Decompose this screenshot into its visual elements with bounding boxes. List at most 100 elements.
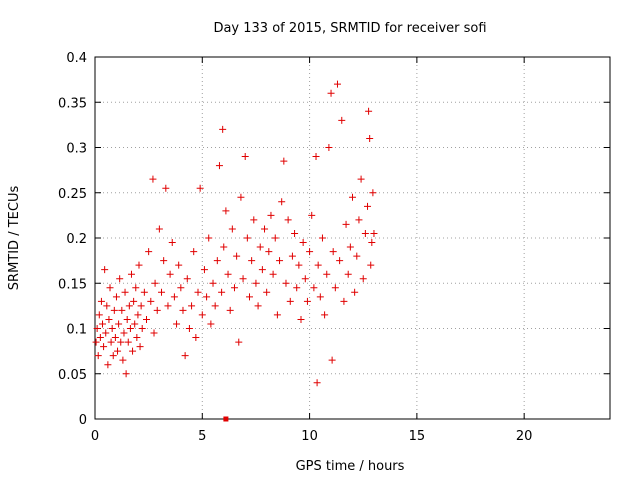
- data-point: [125, 302, 133, 310]
- data-point: [196, 184, 204, 192]
- data-point: [367, 261, 375, 269]
- data-point: [263, 288, 271, 296]
- data-point: [338, 116, 346, 124]
- data-point: [303, 297, 311, 305]
- data-point: [293, 284, 301, 292]
- data-point: [168, 239, 176, 247]
- data-point: [133, 334, 141, 342]
- data-point: [246, 293, 253, 301]
- y-tick-label: 0.2: [66, 232, 87, 247]
- data-point: [106, 284, 114, 292]
- data-point: [143, 315, 150, 323]
- data-point: [344, 270, 352, 278]
- axis-tick-labels: 0 0.05 0.1 0.15 0.2 0.25 0.3 0.35 0.4 0 5 10 15 20: [58, 51, 532, 444]
- data-point: [122, 370, 130, 378]
- data-point: [349, 193, 356, 201]
- data-point: [370, 229, 378, 237]
- data-point: [140, 288, 148, 296]
- data-point: [104, 361, 112, 369]
- data-point: [92, 338, 100, 346]
- data-point: [105, 315, 113, 323]
- data-point: [340, 297, 348, 305]
- data-points: [92, 80, 378, 422]
- data-point: [203, 293, 211, 301]
- data-point: [97, 297, 105, 305]
- y-tick-label: 0.35: [58, 96, 87, 111]
- data-point: [120, 329, 128, 337]
- x-axis-label: GPS time / hours: [296, 459, 405, 474]
- data-point: [351, 288, 359, 296]
- data-point: [215, 162, 223, 170]
- y-tick-label: 0.15: [58, 277, 87, 292]
- data-point: [96, 334, 104, 342]
- data-point: [126, 325, 134, 332]
- data-point: [112, 293, 120, 301]
- data-point: [222, 207, 230, 215]
- data-point: [310, 284, 318, 292]
- data-point: [119, 356, 127, 364]
- data-point: [108, 325, 116, 332]
- data-point: [136, 343, 144, 351]
- data-point: [190, 248, 198, 256]
- data-point: [353, 252, 361, 260]
- data-point: [149, 175, 157, 183]
- data-point: [132, 284, 140, 292]
- x-tick-label: 5: [198, 429, 206, 444]
- data-point: [250, 216, 258, 224]
- data-point: [241, 153, 249, 161]
- data-point: [135, 261, 143, 269]
- data-point: [269, 270, 277, 278]
- data-point: [118, 306, 126, 314]
- data-point: [218, 288, 226, 296]
- data-point: [160, 257, 168, 265]
- data-point: [102, 329, 110, 337]
- y-tick-label: 0.05: [58, 368, 87, 383]
- data-point: [162, 184, 170, 192]
- data-point: [312, 153, 320, 161]
- data-point: [237, 193, 245, 201]
- data-point: [200, 266, 208, 274]
- data-point: [361, 229, 369, 237]
- data-point: [267, 211, 275, 219]
- data-point: [99, 320, 107, 328]
- data-point: [346, 243, 354, 251]
- data-point: [328, 356, 336, 364]
- data-point: [321, 311, 329, 319]
- data-point: [173, 320, 181, 328]
- data-point: [313, 379, 321, 387]
- data-point: [107, 338, 115, 346]
- data-point: [366, 134, 374, 142]
- data-point: [114, 347, 122, 355]
- chart-title: Day 133 of 2015, SRMTID for receiver sof…: [213, 21, 486, 36]
- y-tick-label: 0.25: [58, 187, 87, 202]
- data-point: [130, 297, 138, 305]
- data-point: [355, 216, 363, 224]
- data-point: [261, 225, 269, 233]
- data-point: [101, 266, 109, 274]
- data-point: [280, 157, 288, 165]
- data-point: [134, 311, 142, 319]
- data-point: [103, 302, 111, 310]
- data-point: [291, 229, 299, 237]
- data-point: [295, 261, 303, 269]
- data-point: [179, 306, 187, 314]
- data-point: [254, 302, 262, 310]
- data-point: [188, 302, 196, 310]
- data-point: [297, 315, 305, 323]
- data-point: [308, 211, 316, 219]
- data-point: [235, 338, 243, 346]
- data-point: [273, 311, 281, 319]
- data-point: [207, 320, 215, 328]
- data-point: [327, 89, 335, 97]
- data-point: [137, 302, 145, 310]
- data-point: [333, 80, 341, 88]
- data-point: [123, 315, 131, 323]
- data-point: [276, 257, 284, 265]
- data-point: [368, 239, 376, 247]
- data-point: [233, 252, 241, 260]
- data-point: [323, 270, 331, 278]
- x-tick-label: 0: [91, 429, 99, 444]
- data-point: [256, 243, 264, 251]
